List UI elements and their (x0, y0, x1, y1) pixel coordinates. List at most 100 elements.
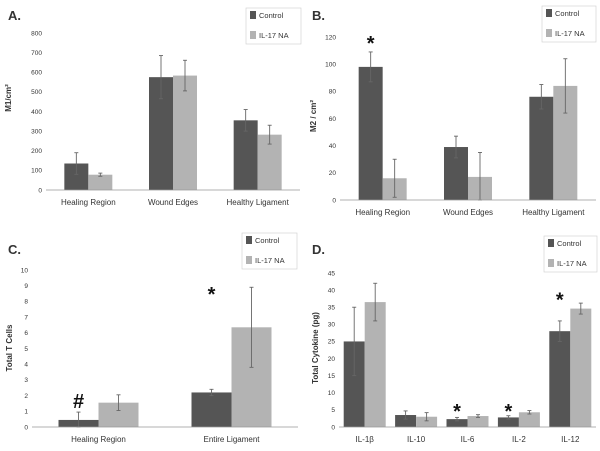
panel-d-bar-il17na-2 (467, 416, 489, 427)
panel-a-ytick-8: 800 (31, 30, 42, 37)
panel-b-yticks: 0 20 40 60 80 100 120 (325, 34, 336, 204)
panel-a-bars (64, 55, 282, 190)
panel-a-ytick-3: 300 (31, 128, 42, 135)
panel-b-legend-swatch-control (546, 9, 552, 17)
panel-d-ytick-9: 45 (328, 270, 336, 277)
panel-d-categories: IL-1β IL-10 IL-6 IL-2 IL-12 (356, 435, 580, 444)
panel-d: D. Total Cytokine (pg) 0 5 10 15 20 25 30 35 40 4… (311, 235, 598, 444)
panel-d-ylabel: Total Cytokine (pg) (311, 312, 320, 384)
panel-c-legend: Control IL-17 NA (241, 232, 298, 270)
panel-d-ytick-0: 0 (331, 424, 335, 431)
panel-d-legend-swatch-control (548, 239, 554, 247)
panel-c-ytick-2: 2 (24, 393, 28, 400)
panel-d-yticks: 0 5 10 15 20 25 30 35 40 45 (328, 270, 336, 431)
panel-a-category-2: Healthy Ligament (227, 198, 290, 207)
panel-a-legend: Control IL-17 NA (245, 7, 302, 45)
panel-b-ytick-3: 60 (329, 116, 337, 123)
panel-c-ytick-3: 3 (24, 377, 28, 384)
panel-c-category-0: Healing Region (71, 435, 126, 444)
panel-c-annotations: #* (73, 284, 216, 413)
panel-c-ytick-1: 1 (24, 409, 28, 416)
panel-d-category-4: IL-12 (561, 435, 580, 444)
panel-d-bars (343, 282, 592, 427)
panel-a-yticks: 0 100 200 300 400 500 600 700 800 (31, 30, 42, 194)
panel-a-bar-il17na-0 (88, 174, 113, 190)
panel-c-yticks: 0 1 2 3 4 5 6 7 8 9 10 (21, 267, 29, 431)
panel-d-bar-control-2 (446, 419, 468, 427)
panel-a-category-0: Healing Region (61, 198, 116, 207)
panel-d-ytick-4: 20 (328, 356, 336, 363)
panel-a-legend-swatch-il17na (250, 31, 256, 39)
panel-d-category-0: IL-1β (356, 435, 375, 444)
panel-c-ytick-7: 7 (24, 314, 28, 321)
panel-d-ytick-3: 15 (328, 373, 336, 380)
panel-c-bar-control-1 (191, 392, 232, 427)
panel-c-ytick-8: 8 (24, 299, 28, 306)
panel-d-bar-control-4 (549, 331, 571, 427)
panel-a-ytick-7: 700 (31, 50, 42, 57)
panel-d-bar-control-1 (395, 415, 417, 427)
panel-c-legend-swatch-il17na (246, 256, 252, 264)
panel-c-ytick-4: 4 (24, 362, 28, 369)
panel-c-legend-swatch-control (246, 236, 252, 244)
panel-a-ytick-1: 100 (31, 168, 42, 175)
panel-a-bar-control-2 (233, 120, 258, 190)
panel-d-letter: D. (312, 242, 325, 257)
panel-b-annotations: * (367, 33, 375, 55)
panel-d-bar-il17na-1 (416, 416, 438, 427)
panel-b-category-2: Healthy Ligament (522, 208, 585, 217)
panel-a-ytick-2: 200 (31, 148, 42, 155)
panel-b-ylabel: M2 / cm² (309, 100, 318, 132)
panel-b-legend-il17na: IL-17 NA (555, 29, 585, 38)
panel-a-legend-control: Control (259, 11, 284, 20)
panel-b-bar-control-0 (358, 66, 383, 200)
panel-d-bar-control-0 (343, 341, 365, 427)
panel-b: B. M2 / cm² 0 20 40 60 80 100 120 Healing Regi… (309, 5, 597, 217)
panel-b-bars (358, 51, 578, 201)
panel-d-category-3: IL-2 (512, 435, 526, 444)
panel-d-bar-control-3 (497, 417, 519, 427)
panel-d-annotation-0: * (453, 401, 461, 423)
panel-a-ylabel: M1/cm² (4, 84, 13, 112)
panel-d-bar-il17na-0 (364, 302, 386, 427)
panel-b-annotation-0: * (367, 33, 375, 55)
panel-d-bar-il17na-4 (570, 308, 592, 427)
panel-d-annotations: * * * (453, 290, 564, 423)
panel-c-ytick-9: 9 (24, 283, 28, 290)
panel-a-bar-il17na-1 (173, 75, 197, 190)
panel-a-legend-swatch-control (250, 11, 256, 19)
panel-b-ytick-5: 100 (325, 61, 336, 68)
panel-d-legend-control: Control (557, 239, 582, 248)
panel-d-ytick-7: 35 (328, 305, 336, 312)
panel-b-ytick-2: 40 (329, 143, 337, 150)
panel-a-legend-il17na: IL-17 NA (259, 31, 289, 40)
panel-d-legend: Control IL-17 NA (543, 235, 598, 273)
panel-a-ytick-5: 500 (31, 89, 42, 96)
panel-b-category-1: Wound Edges (443, 208, 493, 217)
panel-b-categories: Healing Region Wound Edges Healthy Ligamen… (355, 208, 585, 217)
panel-d-annotation-2: * (556, 290, 564, 312)
panel-a-categories: Healing Region Wound Edges Healthy Ligamen… (61, 198, 290, 207)
panel-d-ytick-2: 10 (328, 390, 336, 397)
panel-b-legend-swatch-il17na (546, 29, 552, 37)
panel-d-ytick-5: 25 (328, 339, 336, 346)
panel-b-bar-control-2 (529, 96, 554, 200)
panel-a-ytick-4: 400 (31, 109, 42, 116)
panel-c-ytick-0: 0 (24, 424, 28, 431)
panel-d-annotation-1: * (505, 401, 513, 423)
panel-b-legend-control: Control (555, 9, 580, 18)
panel-a-ytick-0: 0 (38, 187, 42, 194)
panel-c-legend-control: Control (255, 236, 280, 245)
panel-d-legend-il17na: IL-17 NA (557, 259, 587, 268)
panel-c-ylabel: Total T Cells (5, 324, 14, 372)
panel-c-bars (58, 286, 272, 428)
panel-c-category-1: Entire Ligament (203, 435, 260, 444)
panel-d-category-1: IL-10 (407, 435, 426, 444)
panel-c-letter: C. (8, 242, 21, 257)
panel-c-annotation-1: * (208, 284, 216, 306)
panel-b-ytick-4: 80 (329, 89, 337, 96)
panel-c-categories: Healing Region Entire Ligament (71, 435, 260, 444)
panel-b-ytick-6: 120 (325, 34, 336, 41)
panel-c-ytick-10: 10 (21, 267, 29, 274)
panel-d-ytick-1: 5 (331, 407, 335, 414)
